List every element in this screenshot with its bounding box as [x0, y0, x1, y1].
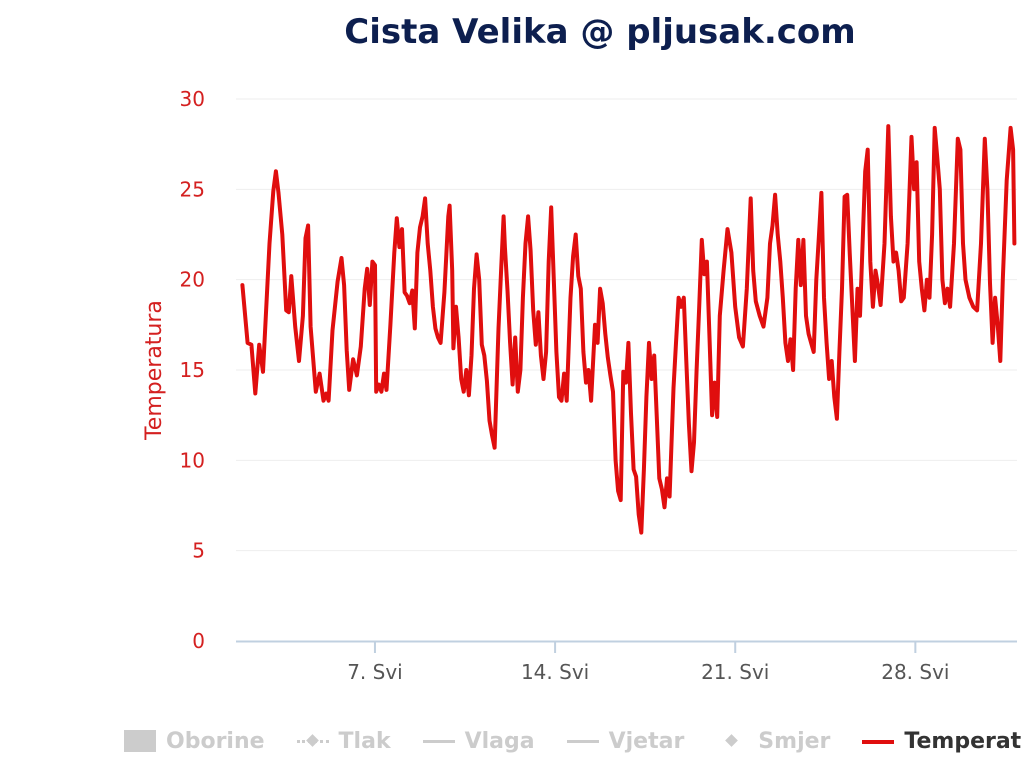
series-layer[interactable] — [240, 124, 1017, 535]
line-icon — [422, 730, 457, 752]
legend-label: Temperat — [904, 728, 1022, 754]
x-tick-label: 14. Svi — [521, 660, 589, 684]
y-tick-label: 20 — [180, 268, 205, 292]
dashed-diamond-icon — [296, 730, 331, 752]
chart-title: Cista Velika @ pljusak.com — [344, 12, 856, 52]
legend-item-smjer[interactable]: Smjer — [716, 729, 830, 754]
y-axis-ticks: 0 5 10 15 20 25 30 — [180, 87, 205, 653]
x-axis: 7. Svi 14. Svi 21. Svi 28. Svi — [236, 640, 1017, 684]
legend-item-vjetar[interactable]: Vjetar — [566, 728, 685, 754]
legend-item-tlak[interactable]: Tlak — [296, 728, 391, 754]
y-tick-label: 0 — [192, 629, 205, 653]
y-tick-label: 5 — [192, 539, 205, 563]
legend-label: Vjetar — [608, 728, 685, 754]
red-line-icon — [862, 730, 896, 752]
series-line-temperatura[interactable] — [240, 124, 1017, 535]
legend-label: Oborine — [166, 728, 265, 754]
legend-label: Tlak — [338, 728, 391, 754]
y-axis-label: Temperatura — [142, 300, 167, 441]
diamond-icon — [716, 730, 750, 752]
rect-icon — [124, 730, 158, 752]
legend-label: Vlaga — [464, 728, 535, 754]
legend-item-temperatura[interactable]: Temperat — [862, 729, 1021, 754]
legend-item-oborine[interactable]: Oborine — [124, 729, 265, 754]
x-tick-label: 7. Svi — [347, 660, 403, 684]
x-tick-label: 28. Svi — [881, 660, 949, 684]
y-tick-label: 30 — [180, 87, 205, 111]
legend: Oborine Tlak Vlaga Vjetar Smjer Temperat — [124, 724, 1036, 758]
legend-item-vlaga[interactable]: Vlaga — [422, 728, 535, 754]
y-tick-label: 25 — [180, 177, 205, 201]
y-tick-label: 10 — [180, 448, 205, 472]
y-tick-label: 15 — [180, 358, 205, 382]
grid-lines — [236, 98, 1017, 552]
line-icon — [566, 730, 601, 752]
x-tick-label: 21. Svi — [701, 660, 769, 684]
legend-label: Smjer — [758, 728, 831, 754]
